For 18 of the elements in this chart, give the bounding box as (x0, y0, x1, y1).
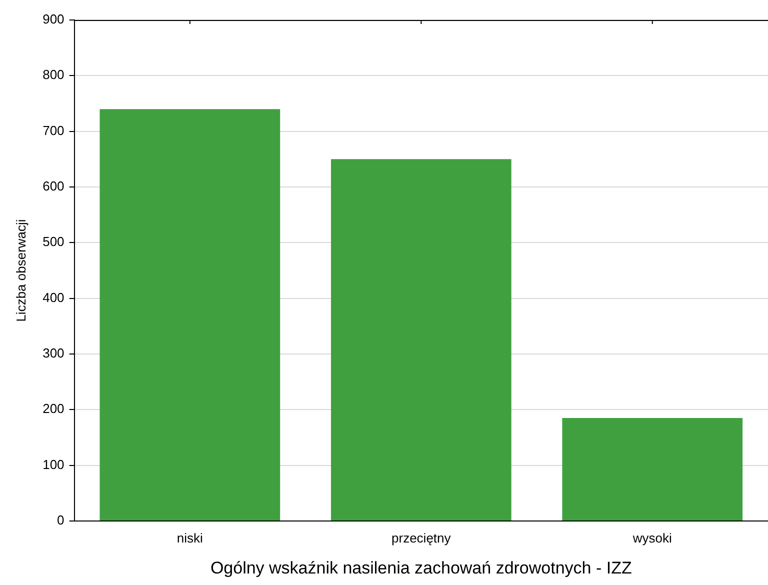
y-tick-label: 400 (42, 290, 64, 305)
y-tick-label: 100 (42, 456, 64, 472)
y-tick-label: 300 (42, 346, 64, 361)
x-tick-label: przeciętny (392, 530, 452, 546)
bar (562, 418, 743, 520)
y-tick-label: 800 (42, 67, 64, 82)
x-tick-label: wysoki (632, 530, 672, 546)
x-tick-label: niski (176, 530, 204, 546)
y-tick-label: 700 (42, 122, 64, 138)
bar (330, 159, 512, 520)
y-tick-label: 200 (42, 401, 64, 416)
y-tick-label: 0 (57, 512, 64, 528)
y-tick-label: 500 (42, 234, 64, 250)
bar (100, 109, 280, 520)
x-axis-title: Ogólny wskaźnik nasilenia zachowań zdrowotnych - IZZ (210, 558, 632, 578)
y-tick-label: 600 (42, 178, 64, 194)
y-axis-title: Liczba obserwacji (13, 219, 28, 322)
y-tick-label: 900 (42, 12, 64, 27)
